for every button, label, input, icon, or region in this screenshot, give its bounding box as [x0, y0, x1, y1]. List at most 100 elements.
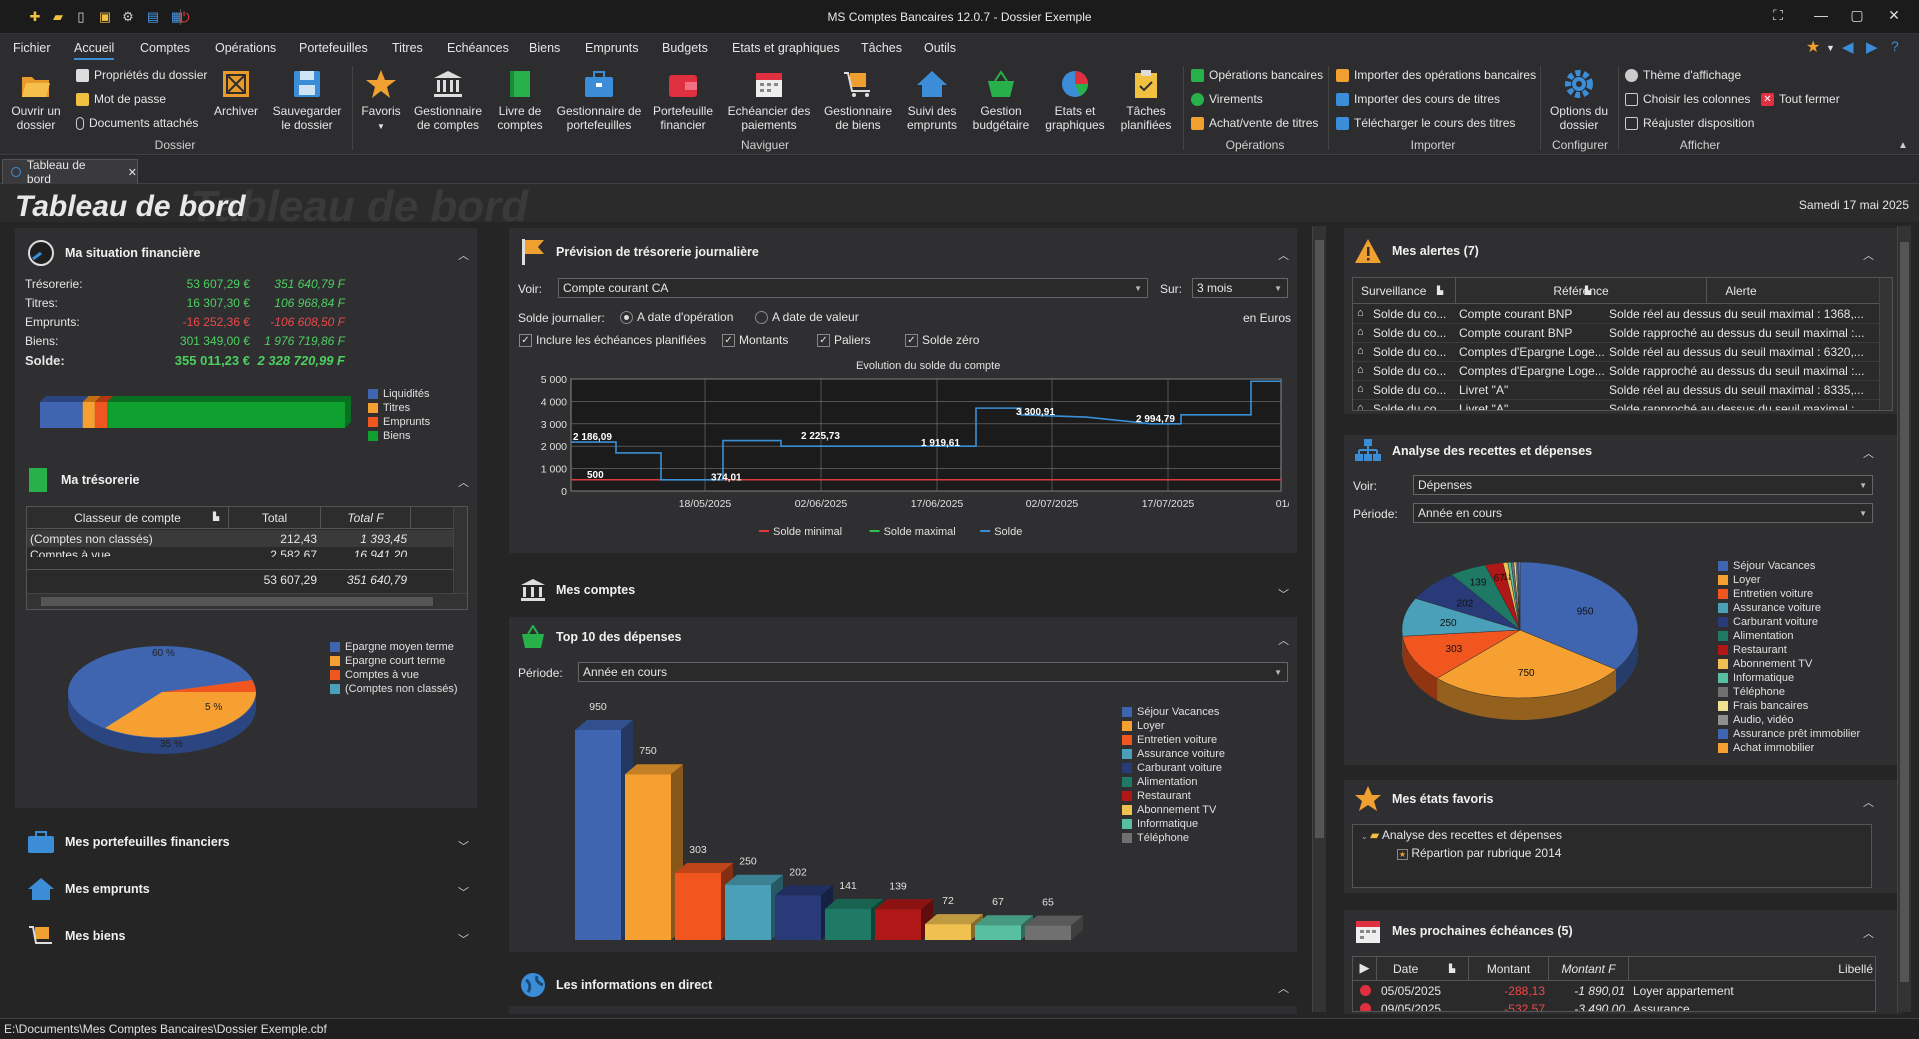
loans-header[interactable]: Mes emprunts — [27, 877, 150, 901]
collapse-alerts-icon[interactable]: ︿ — [1863, 250, 1874, 262]
budget-button[interactable]: Gestion budgétaire — [968, 67, 1034, 132]
accounts-manager-button[interactable]: Gestionnaire de comptes — [412, 67, 484, 132]
analysis-period-select[interactable]: Année en cours ▼ — [1413, 503, 1873, 523]
table-row[interactable]: Comptes à vue 2 582,67 16 941,20 — [30, 548, 407, 557]
live-info-header[interactable]: Les informations en direct — [520, 972, 712, 998]
power-icon[interactable]: ⏻ — [178, 8, 190, 25]
alert-row[interactable]: ⌂ Solde du co... Comptes d'Epargne Loge...… — [1353, 362, 1879, 381]
top10-period-select[interactable]: Année en cours ▼ — [578, 662, 1288, 682]
period-select[interactable]: 3 mois ▼ — [1192, 278, 1288, 298]
open-folder-icon[interactable]: ▰ — [53, 9, 63, 24]
filter-icon[interactable]: ▙ — [213, 512, 220, 521]
folder-options-button[interactable]: Options du dossier — [1547, 67, 1611, 132]
open-folder-button[interactable]: Ouvrir un dossier — [6, 67, 66, 132]
collapse-top10-icon[interactable]: ︿ — [1278, 635, 1289, 647]
table-row[interactable]: (Comptes non classés) 212,43 1 393,45 — [27, 530, 453, 547]
vertical-scrollbar[interactable] — [1879, 278, 1892, 410]
save-icon[interactable]: ▤ — [146, 9, 160, 24]
filter-icon[interactable]: ▙ — [1437, 286, 1444, 295]
menu-emprunts[interactable]: Emprunts — [585, 41, 639, 55]
col-header[interactable]: Date — [1377, 957, 1469, 980]
password-button[interactable]: Mot de passe — [76, 92, 166, 106]
portfolio-manager-button[interactable]: Gestionnaire de portefeuilles — [556, 67, 642, 132]
readjust-layout-button[interactable]: Réajuster disposition — [1625, 116, 1754, 130]
expand-loans-icon[interactable]: ﹀ — [458, 887, 469, 899]
financial-portfolio-button[interactable]: Portefeuille financier — [648, 67, 718, 132]
collapse-favorites-icon[interactable]: ︿ — [1863, 797, 1874, 809]
menu-titres[interactable]: Titres — [392, 41, 423, 55]
reports-button[interactable]: Etats et graphiques — [1040, 67, 1110, 132]
schedule-row[interactable]: 09/05/2025 -532,57 -3 490,00 Assurance... — [1353, 1000, 1875, 1011]
middle-scrollbar[interactable] — [1312, 226, 1326, 1012]
filter-icon[interactable]: ▙ — [1449, 964, 1456, 973]
col-header[interactable]: Surveillance — [1353, 278, 1456, 303]
right-scrollbar[interactable] — [1897, 226, 1911, 1012]
col-header[interactable]: Montant — [1469, 957, 1549, 980]
checkbox-amounts[interactable]: ✓ Montants — [722, 333, 788, 348]
play-icon[interactable]: ▶ — [1353, 957, 1377, 980]
tresorerie-header[interactable]: Ma trésorerie — [27, 467, 140, 493]
col-header[interactable]: Total — [229, 507, 321, 528]
collapse-ribbon-icon[interactable]: ▲ — [1898, 140, 1908, 151]
tab-tableau-de-bord[interactable]: Tableau de bord ✕ — [2, 158, 138, 186]
collapse-prevision-icon[interactable]: ︿ — [1278, 250, 1289, 262]
menu-echeances[interactable]: Echéances — [447, 41, 509, 55]
favorites-button[interactable]: Favoris ▼ — [356, 67, 406, 134]
col-header[interactable]: Référence — [1456, 278, 1707, 303]
menu-comptes[interactable]: Comptes — [140, 41, 191, 55]
collapse-schedule-icon[interactable]: ︿ — [1863, 928, 1874, 940]
col-header[interactable]: Classeur de compte — [27, 507, 229, 528]
folder-properties-button[interactable]: Propriétés du dossier — [76, 68, 207, 82]
archive-button[interactable]: Archiver — [210, 67, 262, 118]
close-tab-icon[interactable]: ✕ — [127, 166, 137, 179]
loans-tracking-button[interactable]: Suivi des emprunts — [902, 67, 962, 132]
lock-icon[interactable]: ▣ — [98, 9, 112, 24]
menu-outils[interactable]: Outils — [924, 41, 956, 55]
alert-row[interactable]: ⌂ Solde du co... Compte courant BNP Solde r… — [1353, 324, 1879, 343]
prevision-header[interactable]: Prévision de trésorerie journalière — [520, 238, 759, 266]
radio-date-valeur[interactable]: A date de valeur — [755, 310, 859, 325]
col-header[interactable]: Alerte — [1725, 284, 1757, 298]
attached-documents-button[interactable]: Documents attachés — [76, 116, 198, 130]
expand-accounts-icon[interactable]: ﹀ — [1278, 589, 1289, 601]
collapse-tresorerie-icon[interactable]: ︿ — [458, 477, 469, 489]
favorites-star-icon[interactable]: ★ — [1806, 39, 1821, 56]
collapse-analysis-icon[interactable]: ︿ — [1863, 448, 1874, 460]
minimize-button[interactable]: — — [1814, 7, 1828, 23]
horizontal-scrollbar[interactable] — [27, 593, 467, 609]
top10-header[interactable]: Top 10 des dépenses — [520, 625, 682, 649]
alert-row[interactable]: ⌂ Solde du co... Livret "A" Solde rapproché… — [1353, 400, 1879, 410]
menu-etats[interactable]: Etats et graphiques — [732, 41, 840, 55]
menu-accueil[interactable]: Accueil — [74, 41, 115, 60]
situation-header[interactable]: Ma situation financière — [27, 239, 200, 267]
choose-columns-button[interactable]: Choisir les colonnes — [1625, 92, 1750, 106]
bank-operations-button[interactable]: Opérations bancaires — [1191, 68, 1323, 82]
back-icon[interactable]: ◀ — [1842, 39, 1854, 56]
ledger-button[interactable]: Livre de comptes — [490, 67, 550, 132]
schedule-header[interactable]: Mes prochaines échéances (5) — [1354, 917, 1573, 945]
scheduled-tasks-button[interactable]: Tâches planifiées — [1116, 67, 1176, 132]
radio-date-operation[interactable]: A date d'opération — [620, 310, 733, 325]
forward-icon[interactable]: ▶ — [1866, 39, 1878, 56]
download-prices-button[interactable]: Télécharger le cours des titres — [1336, 116, 1515, 130]
document-icon[interactable]: ▯ — [77, 9, 85, 24]
payment-schedule-button[interactable]: Echéancier des paiements — [724, 67, 814, 132]
checkbox-zero-balance[interactable]: ✓ Solde zéro — [905, 333, 979, 348]
import-operations-button[interactable]: Importer des opérations bancaires — [1336, 68, 1536, 82]
checkbox-steps[interactable]: ✓ Paliers — [817, 333, 871, 348]
checkbox-include-scheduled[interactable]: ✓ Inclure les échéances planifiées — [519, 333, 706, 348]
close-window-button[interactable]: ✕ — [1888, 7, 1900, 23]
menu-taches[interactable]: Tâches — [861, 41, 902, 55]
expand-assets-icon[interactable]: ﹀ — [458, 934, 469, 946]
chevron-down-icon[interactable]: ▼ — [1826, 43, 1835, 53]
maximize-button[interactable]: ▢ — [1850, 7, 1864, 23]
analysis-view-select[interactable]: Dépenses ▼ — [1413, 475, 1873, 495]
alert-row[interactable]: ⌂ Solde du co... Comptes d'Epargne Loge...… — [1353, 343, 1879, 362]
schedule-row[interactable]: 05/05/2025 -288,13 -1 890,01 Loyer appartem… — [1353, 982, 1875, 1000]
col-header[interactable]: Montant F — [1549, 957, 1629, 980]
settings-icon[interactable]: ⚙ — [122, 9, 134, 24]
col-header[interactable]: Libellé — [1838, 962, 1873, 976]
alerts-header[interactable]: Mes alertes (7) — [1354, 238, 1479, 264]
help-icon[interactable]: ? — [1891, 38, 1899, 54]
focus-mode-icon[interactable]: ⛶ — [1773, 7, 1783, 23]
